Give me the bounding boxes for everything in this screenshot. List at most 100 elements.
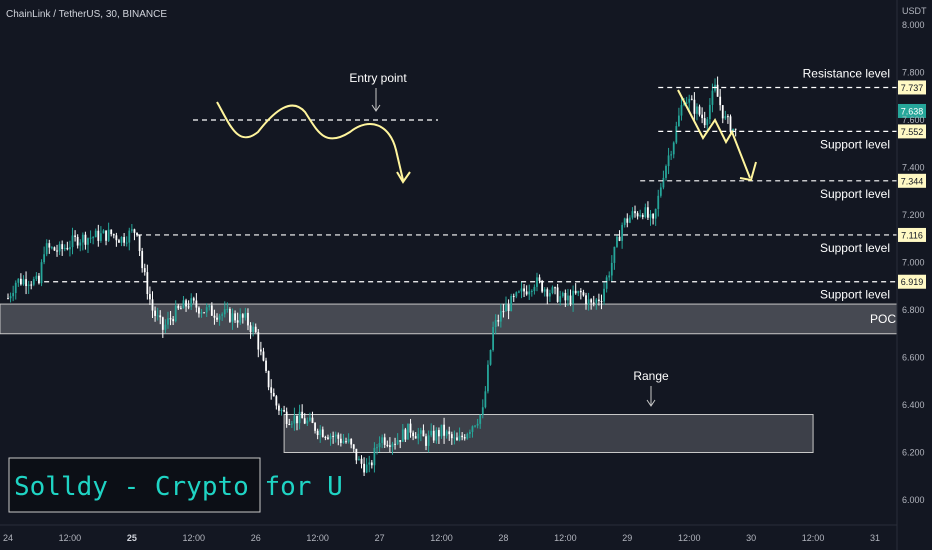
candle-body — [412, 432, 415, 437]
candle-body — [603, 288, 605, 302]
candle-body — [582, 292, 585, 296]
candle-body — [14, 282, 17, 294]
candle-body — [241, 314, 244, 318]
candle-body — [574, 290, 577, 294]
candle-body — [438, 430, 440, 437]
candle-body — [161, 317, 164, 330]
candle-body — [97, 230, 100, 241]
level-label: Support level — [820, 187, 890, 201]
candle-body — [432, 430, 435, 441]
candle-body — [164, 324, 167, 330]
x-tick-label: 30 — [746, 533, 756, 543]
candle-body — [419, 430, 422, 434]
candle-body — [25, 279, 27, 287]
logo-box — [8, 457, 261, 513]
candle-body — [110, 229, 113, 235]
candle-body — [205, 307, 208, 313]
candle-body — [456, 437, 458, 441]
candle-body — [443, 424, 445, 436]
candle-body — [259, 349, 262, 352]
candle-body — [74, 235, 76, 237]
forecast-arrowhead-icon — [739, 161, 757, 182]
candle-body — [461, 435, 464, 438]
forecast-zigzag-arrow — [677, 89, 751, 179]
candle-body — [130, 229, 133, 231]
candle-body — [391, 443, 394, 447]
candle-body — [445, 431, 448, 436]
candle-body — [729, 116, 732, 133]
x-tick-label: 12:00 — [554, 533, 577, 543]
candle-body — [363, 463, 365, 473]
candle-body — [115, 235, 118, 241]
x-tick-label: 12:00 — [678, 533, 701, 543]
y-tick-label: 6.400 — [902, 400, 925, 410]
candle-body — [518, 291, 520, 293]
candle-body — [179, 308, 182, 310]
candle-body — [22, 279, 25, 285]
candle-body — [27, 284, 30, 287]
candle-body — [257, 332, 260, 350]
candle-body — [430, 430, 433, 436]
candle-body — [381, 437, 384, 443]
candle-body — [649, 213, 652, 218]
candle-body — [267, 370, 270, 388]
x-tick-label: 12:00 — [802, 533, 825, 543]
candle-body — [352, 444, 355, 449]
candle-body — [203, 312, 206, 314]
candle-body — [505, 304, 507, 312]
candle-body — [314, 422, 316, 431]
candle-body — [252, 326, 255, 332]
candle-body — [76, 236, 79, 246]
candle-body — [556, 287, 559, 302]
candle-body — [198, 307, 200, 314]
candle-body — [732, 128, 734, 133]
candle-body — [639, 214, 642, 217]
candle-body — [616, 236, 618, 247]
candle-body — [285, 411, 288, 424]
projected-path-arrow — [216, 101, 404, 181]
candle-body — [530, 290, 533, 292]
x-tick-label: 26 — [251, 533, 261, 543]
candle-body — [283, 409, 285, 412]
candle-body — [316, 430, 319, 436]
candle-body — [634, 211, 636, 214]
candle-body — [608, 275, 611, 278]
candle-body — [512, 295, 515, 297]
candle-body — [324, 436, 327, 438]
candle-body — [711, 90, 714, 105]
candle-body — [698, 106, 701, 115]
candle-body — [683, 102, 685, 106]
candle-body — [187, 306, 190, 308]
x-tick-label: 25 — [127, 533, 137, 543]
candle-body — [236, 320, 239, 323]
candle-body — [561, 292, 564, 297]
candle-body — [128, 230, 131, 243]
candle-body — [675, 126, 678, 143]
candle-body — [136, 232, 138, 236]
range-arrow-icon — [646, 386, 656, 407]
candle-body — [159, 315, 162, 318]
candle-body — [621, 224, 624, 241]
candle-body — [365, 464, 368, 473]
candle-body — [192, 298, 195, 301]
candle-body — [440, 424, 443, 437]
candle-body — [368, 462, 371, 465]
candle-body — [543, 289, 546, 292]
candle-body — [528, 291, 531, 295]
level-label: Support level — [820, 241, 890, 255]
entry-point-arrow-icon — [371, 88, 381, 112]
x-tick-label: 12:00 — [430, 533, 453, 543]
candle-body — [487, 364, 489, 392]
candle-body — [112, 234, 115, 236]
candle-body — [69, 247, 71, 250]
candle-body — [724, 116, 727, 119]
candle-body — [358, 458, 360, 461]
candle-body — [654, 208, 657, 219]
candle-body — [254, 326, 257, 333]
candle-body — [167, 318, 169, 325]
candle-body — [102, 230, 105, 234]
candle-body — [409, 423, 412, 433]
candle-body — [647, 207, 649, 218]
x-tick-label: 31 — [870, 533, 880, 543]
